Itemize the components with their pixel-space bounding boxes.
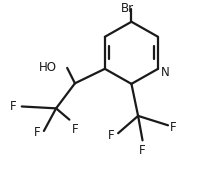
Text: F: F bbox=[139, 144, 146, 157]
Text: Br: Br bbox=[120, 2, 134, 15]
Text: F: F bbox=[72, 123, 78, 136]
Text: N: N bbox=[161, 66, 169, 79]
Text: HO: HO bbox=[39, 61, 57, 74]
Text: F: F bbox=[10, 100, 16, 113]
Text: F: F bbox=[108, 129, 115, 142]
Text: F: F bbox=[170, 121, 177, 134]
Text: F: F bbox=[34, 126, 41, 139]
